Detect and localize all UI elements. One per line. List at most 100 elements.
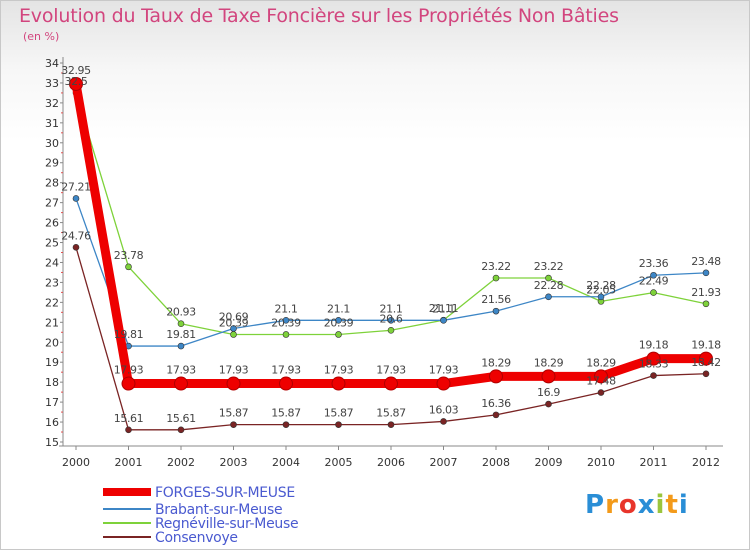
data-point (702, 370, 710, 378)
data-point (436, 376, 451, 391)
x-tick-label: 2004 (272, 456, 300, 469)
data-point (335, 331, 342, 338)
y-tick-label: 33 (45, 77, 59, 90)
data-point (387, 317, 395, 324)
y-tick-label: 34 (45, 57, 59, 70)
y-tick-label: 17 (45, 396, 59, 409)
data-point (331, 376, 346, 391)
data-point (545, 400, 552, 408)
y-tick-label: 16 (45, 416, 59, 429)
data-point (650, 271, 657, 279)
data-label: 17.93 (219, 364, 249, 377)
data-label: 18.29 (534, 356, 564, 369)
data-label: 15.61 (166, 412, 196, 425)
legend-label: Brabant-sur-Meuse (155, 502, 282, 518)
data-label: 21.1 (327, 302, 350, 315)
data-label: 17.93 (429, 364, 459, 377)
data-label: 24.76 (61, 229, 91, 242)
x-tick-label: 2009 (535, 456, 563, 469)
data-point (387, 421, 395, 428)
data-label: 20.6 (380, 312, 403, 325)
data-label: 23.22 (481, 260, 511, 273)
y-tick-label: 32 (45, 97, 59, 110)
data-label: 20.39 (271, 316, 301, 329)
y-tick-label: 31 (45, 117, 59, 130)
logo-letter: r (605, 490, 619, 520)
logo-letter: P (585, 490, 606, 520)
data-label: 18.29 (586, 356, 616, 369)
data-label: 21.56 (481, 293, 511, 306)
logo-letter: i (678, 490, 689, 520)
data-label: 16.9 (537, 386, 560, 399)
data-point (335, 421, 342, 428)
data-point (646, 351, 661, 366)
data-point (226, 376, 241, 391)
y-tick-label: 18 (45, 376, 59, 389)
data-point (282, 317, 290, 324)
data-point (545, 274, 552, 282)
data-point (489, 369, 503, 384)
data-point (545, 293, 552, 301)
x-tick-label: 2005 (325, 456, 353, 469)
y-tick-label: 21 (45, 316, 59, 329)
chart-title: Evolution du Taux de Taxe Foncière sur l… (19, 5, 619, 27)
data-point (597, 293, 605, 301)
data-point (650, 372, 657, 379)
logo-letter: i (655, 490, 666, 520)
data-point (492, 274, 500, 282)
data-point (387, 326, 395, 334)
y-tick-label: 20 (45, 336, 59, 349)
x-tick-label: 2012 (692, 456, 720, 469)
data-point (72, 195, 80, 202)
data-point (282, 421, 290, 428)
data-point (69, 76, 83, 91)
y-tick-label: 24 (45, 256, 59, 269)
data-label: 32.5 (65, 75, 88, 88)
data-label: 17.93 (376, 364, 406, 377)
data-label: 22.28 (586, 279, 616, 292)
data-point (384, 376, 398, 391)
x-tick-label: 2003 (220, 456, 248, 469)
data-point (440, 418, 447, 425)
data-label: 22.05 (586, 283, 616, 296)
data-point (121, 376, 136, 391)
data-label: 16.36 (481, 397, 511, 410)
data-label: 27.21 (61, 180, 91, 193)
data-label: 18.33 (639, 358, 669, 371)
data-label: 20.39 (324, 316, 354, 329)
x-tick-label: 2002 (167, 456, 195, 469)
legend-label: Regnéville-sur-Meuse (155, 516, 298, 532)
data-label: 20.93 (166, 306, 196, 319)
chart-subtitle: (en %) (23, 30, 60, 43)
y-tick-label: 26 (45, 217, 59, 230)
data-label: 32.95 (61, 64, 91, 77)
data-label: 21.1 (432, 302, 455, 315)
x-tick-label: 2011 (640, 456, 668, 469)
data-label: 21.11 (429, 302, 459, 315)
data-label: 21.1 (380, 302, 403, 315)
data-point (702, 269, 710, 277)
y-tick-label: 25 (45, 237, 59, 250)
proxiti-logo: Proxiti (585, 490, 689, 520)
data-label: 21.93 (691, 286, 721, 299)
y-tick-label: 23 (45, 276, 59, 289)
data-label: 23.48 (691, 255, 721, 268)
data-point (597, 389, 605, 396)
data-label: 16.03 (429, 403, 459, 416)
data-label: 18.29 (481, 356, 511, 369)
data-point (72, 244, 80, 251)
data-point (279, 376, 293, 391)
series-line-2 (75, 92, 707, 336)
data-point (177, 342, 185, 350)
data-point (174, 376, 188, 391)
data-label: 15.87 (324, 407, 354, 420)
data-label: 20.39 (219, 316, 249, 329)
data-point (702, 300, 710, 308)
data-label: 19.18 (691, 339, 721, 352)
data-label: 15.87 (376, 407, 406, 420)
y-tick-label: 27 (45, 197, 59, 210)
data-point (650, 289, 657, 296)
data-label: 17.93 (166, 364, 196, 377)
data-point (594, 369, 608, 384)
